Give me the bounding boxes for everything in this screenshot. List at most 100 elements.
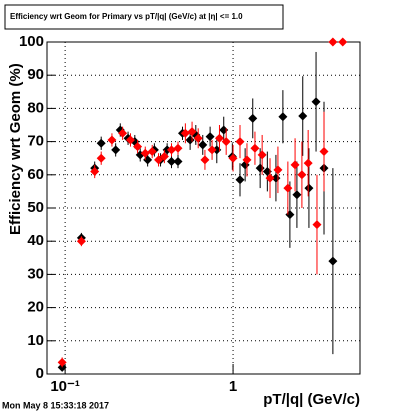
data-point: [312, 174, 322, 275]
x-axis-label: pT/|q| (GeV/c): [263, 391, 360, 408]
data-point: [154, 153, 164, 167]
y-axis-label: Efficiency wrt Geom (%): [7, 63, 24, 235]
marker: [147, 147, 157, 157]
data-point: [297, 141, 307, 208]
marker: [173, 157, 183, 167]
data-point: [198, 134, 208, 155]
x-tick-label: 1: [229, 378, 237, 395]
marker: [159, 152, 169, 162]
marker: [273, 165, 283, 175]
marker: [283, 183, 293, 193]
data-point: [133, 139, 143, 154]
data-point: [250, 131, 260, 165]
data-point: [328, 37, 338, 47]
marker: [96, 138, 106, 148]
data-point: [167, 143, 177, 157]
data-point: [235, 163, 245, 197]
marker: [167, 145, 177, 155]
marker: [298, 111, 308, 121]
y-tick-label: 20: [27, 299, 44, 316]
data-point: [248, 98, 258, 139]
data-point: [265, 158, 275, 199]
marker: [154, 155, 164, 165]
marker: [193, 133, 203, 143]
marker: [107, 135, 117, 145]
data-point: [273, 146, 283, 194]
y-tick-label: 10: [27, 332, 44, 349]
marker: [248, 113, 258, 123]
y-tick-label: 60: [27, 166, 44, 183]
marker: [221, 137, 231, 147]
marker: [228, 153, 238, 163]
y-tick-label: 100: [19, 33, 44, 50]
marker: [57, 357, 67, 367]
marker: [173, 143, 183, 153]
marker: [338, 37, 348, 47]
data-point: [76, 236, 86, 247]
marker: [250, 143, 260, 153]
data-point: [278, 90, 288, 144]
data-point: [214, 125, 224, 152]
marker: [265, 173, 275, 183]
data-point: [228, 144, 238, 172]
marker: [311, 97, 321, 107]
data-point: [147, 144, 157, 159]
chart-title: Efficiency wrt Geom for Primary vs pT/|q…: [10, 12, 243, 21]
data-point: [338, 37, 348, 47]
marker: [76, 236, 86, 246]
marker: [187, 127, 197, 137]
marker: [235, 137, 245, 147]
marker: [319, 147, 329, 157]
data-point: [292, 161, 302, 228]
footer: Mon May 8 15:33:18 2017: [2, 400, 109, 410]
y-tick-label: 40: [27, 232, 44, 249]
y-tick-label: 30: [27, 265, 44, 282]
title-box: [4, 4, 284, 30]
y-tick-label: 90: [27, 66, 44, 83]
data-point: [57, 357, 67, 368]
y-tick-label: 80: [27, 99, 44, 116]
data-point: [303, 129, 313, 197]
marker: [214, 133, 224, 143]
plot-frame: [46, 41, 361, 375]
marker: [303, 158, 313, 168]
data-point: [200, 149, 210, 170]
data-point: [167, 154, 177, 169]
marker: [133, 142, 143, 152]
data-point: [207, 139, 217, 160]
marker: [140, 148, 150, 158]
marker: [90, 166, 100, 176]
marker: [200, 155, 210, 165]
marker: [312, 220, 322, 230]
marker: [278, 112, 288, 122]
marker: [125, 135, 135, 145]
data-point: [159, 149, 169, 164]
marker: [167, 157, 177, 167]
data-point: [96, 136, 106, 150]
marker: [290, 160, 300, 170]
data-point: [290, 138, 300, 192]
marker: [111, 145, 121, 155]
data-point: [173, 141, 183, 155]
data-point: [173, 154, 183, 169]
y-tick-label: 0: [36, 365, 44, 382]
data-point: [111, 143, 121, 157]
marker: [180, 128, 190, 138]
data-point: [328, 168, 338, 355]
marker: [328, 256, 338, 266]
y-tick-label: 50: [27, 199, 44, 216]
y-tick-label: 70: [27, 133, 44, 150]
data-point: [221, 128, 231, 155]
marker: [207, 145, 217, 155]
data-point: [107, 133, 117, 147]
marker: [235, 175, 245, 185]
marker: [242, 155, 252, 165]
data-point: [193, 128, 203, 149]
marker: [328, 37, 338, 47]
data-point: [180, 123, 190, 144]
x-tick-label: 10⁻¹: [50, 378, 80, 395]
data-point: [90, 164, 100, 179]
marker: [96, 153, 106, 163]
